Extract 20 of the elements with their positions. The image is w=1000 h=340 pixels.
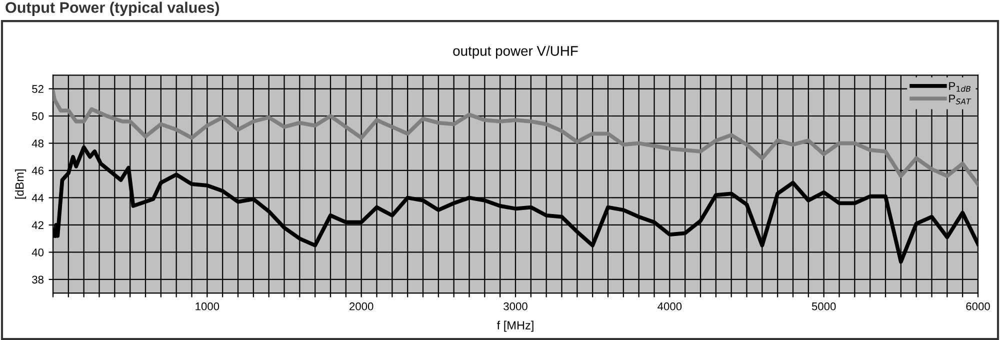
- legend-label: P$_{SAT}$: [949, 94, 972, 104]
- y-tick-label: 46: [32, 166, 44, 175]
- x-axis-title: f [MHz]: [496, 320, 534, 332]
- y-tick-label: 44: [32, 194, 44, 202]
- x-tick-label: 5000: [812, 302, 836, 310]
- x-tick-label: 6000: [966, 302, 990, 310]
- y-tick-label: 40: [32, 248, 44, 256]
- chart-title: output power V/UHF: [453, 46, 578, 59]
- legend-label: P$_{1dB}$: [949, 82, 970, 92]
- y-tick-label: 48: [32, 140, 44, 148]
- y-tick-label: 42: [32, 221, 44, 229]
- x-tick-label: 3000: [504, 302, 528, 310]
- x-tick-label: 4000: [658, 302, 682, 310]
- text: Output Power (typical values): [6, 2, 220, 16]
- x-tick-label: 1000: [196, 302, 220, 310]
- y-axis-title: [dBm]: [15, 170, 26, 199]
- y-tick-label: 52: [32, 85, 44, 93]
- y-tick-label: 38: [32, 276, 44, 284]
- y-tick-label: 50: [32, 112, 44, 120]
- x-tick-label: 2000: [350, 302, 374, 310]
